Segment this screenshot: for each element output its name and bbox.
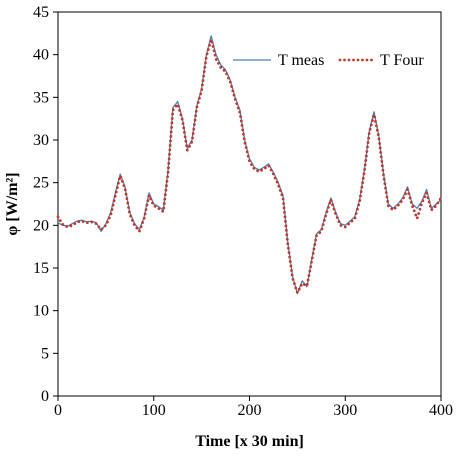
y-tick-label: 40 (33, 47, 49, 64)
series-line-t-four (56, 37, 443, 295)
x-axis-title: Time [x 30 min] (195, 433, 304, 450)
series-group (56, 35, 443, 295)
x-tick-label: 400 (429, 402, 453, 419)
y-tick-label: 30 (33, 132, 49, 149)
plot-border (57, 11, 442, 397)
y-tick-label: 10 (33, 303, 49, 320)
x-tick-label: 200 (238, 402, 262, 419)
y-tick-label: 35 (33, 89, 49, 106)
y-tick-label: 5 (41, 345, 49, 362)
x-tick-label: 0 (54, 402, 62, 419)
series-line-t-meas (57, 35, 442, 295)
y-tick-label: 0 (41, 388, 49, 405)
x-tick-label: 100 (142, 402, 166, 419)
y-tick-label: 20 (33, 217, 49, 234)
axis-ticks: 0 100 200 300 400 0 5 10 15 20 25 30 35 40 45 (33, 4, 453, 419)
legend: T meas T Four (233, 52, 424, 69)
y-tick-label: 45 (33, 4, 49, 21)
legend-label: T meas (278, 52, 324, 69)
y-tick-label: 15 (33, 260, 49, 277)
y-axis-title: φ [W/m²] (4, 172, 21, 235)
y-tick-label: 25 (33, 175, 49, 192)
legend-label: T Four (380, 52, 424, 69)
x-tick-label: 300 (333, 402, 357, 419)
plot-area (57, 11, 442, 397)
